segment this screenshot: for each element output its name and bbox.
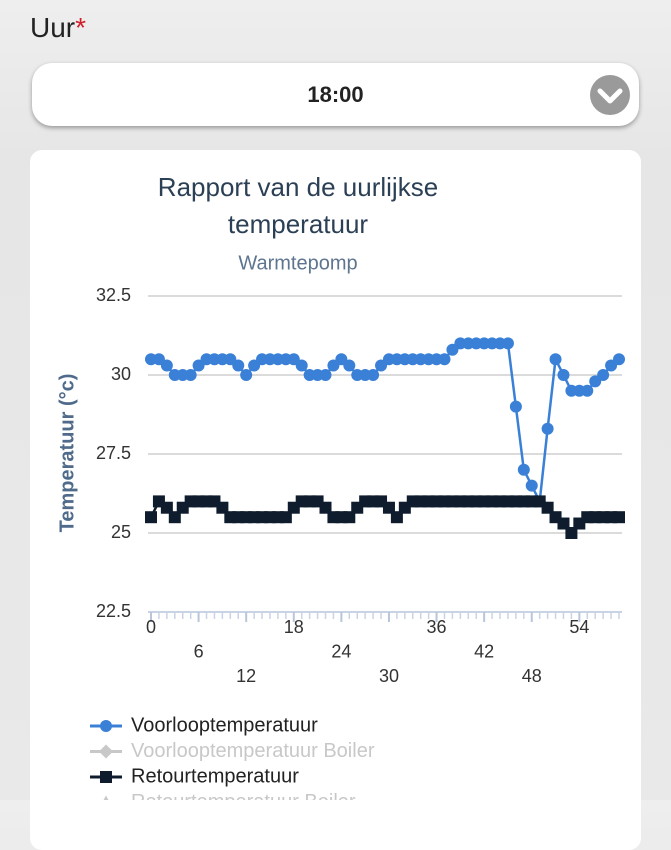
point — [501, 337, 514, 350]
point — [398, 501, 411, 514]
hour-select[interactable]: 18:00 — [32, 63, 639, 126]
label-text: Uur — [30, 12, 76, 43]
point — [295, 359, 308, 372]
y-tick-label: 27.5 — [96, 443, 131, 463]
legend-swatch — [103, 795, 109, 800]
x-tick-label: 54 — [569, 617, 589, 637]
chart-subtitle: Warmtepomp — [238, 252, 357, 274]
point — [509, 400, 522, 413]
point — [240, 369, 253, 381]
page: Uur* 18:00 Rapport van de uurlijkse temp… — [0, 0, 671, 800]
point — [279, 511, 292, 524]
y-tick-label: 30 — [111, 364, 131, 384]
x-tick-label: 30 — [379, 666, 399, 686]
point — [343, 511, 356, 524]
point — [541, 422, 554, 435]
point — [541, 501, 554, 514]
field-label: Uur* — [30, 12, 86, 44]
point — [287, 501, 300, 514]
point — [160, 359, 173, 372]
point — [176, 501, 189, 514]
point — [557, 517, 570, 530]
point — [216, 501, 229, 514]
legend-label: Voorlooptemperatuur Boiler — [131, 740, 375, 762]
point — [557, 369, 570, 381]
point — [549, 353, 562, 366]
y-tick-label: 32.5 — [96, 285, 131, 305]
point — [184, 369, 197, 381]
x-tick-label: 48 — [522, 666, 542, 686]
point — [613, 511, 625, 524]
point — [343, 359, 356, 372]
point — [565, 527, 578, 539]
legend-swatch — [100, 720, 112, 732]
legend-label: Retourtemperatuur — [131, 765, 299, 787]
x-tick-label: 12 — [236, 666, 256, 686]
x-tick-label: 0 — [146, 617, 156, 637]
required-mark: * — [75, 12, 87, 43]
point — [319, 369, 332, 381]
point — [597, 369, 610, 381]
legend-swatch — [99, 744, 113, 759]
chart-title: temperatuur — [228, 209, 369, 239]
x-tick-label: 6 — [194, 641, 204, 661]
point — [517, 463, 530, 476]
point — [438, 353, 451, 366]
selected-value: 18:00 — [307, 82, 364, 107]
x-tick-label: 36 — [427, 617, 447, 637]
point — [367, 369, 380, 381]
y-tick-label: 25 — [111, 522, 131, 542]
y-tick-label: 22.5 — [96, 601, 131, 621]
point — [390, 511, 403, 524]
point — [382, 501, 395, 514]
point — [168, 511, 181, 524]
legend-label: Retourtemperatuur Boiler — [131, 791, 356, 800]
x-tick-label: 42 — [474, 641, 494, 661]
legend-label: Voorlooptemperatuur — [131, 714, 318, 736]
point — [145, 511, 157, 524]
point — [232, 359, 245, 372]
chart-title: Rapport van de uurlijkse — [158, 172, 438, 202]
point — [351, 501, 364, 514]
dropdown-icon — [590, 75, 630, 115]
legend-swatch — [100, 771, 112, 783]
point — [525, 479, 538, 492]
point — [160, 501, 173, 514]
point — [319, 501, 332, 514]
point — [613, 353, 625, 366]
x-tick-label: 18 — [284, 617, 304, 637]
point — [581, 384, 594, 397]
chart: Rapport van de uurlijkse temperatuur War… — [56, 172, 625, 800]
x-tick-label: 24 — [331, 641, 351, 661]
y-axis-title: Temperatuur (°c) — [56, 374, 78, 533]
